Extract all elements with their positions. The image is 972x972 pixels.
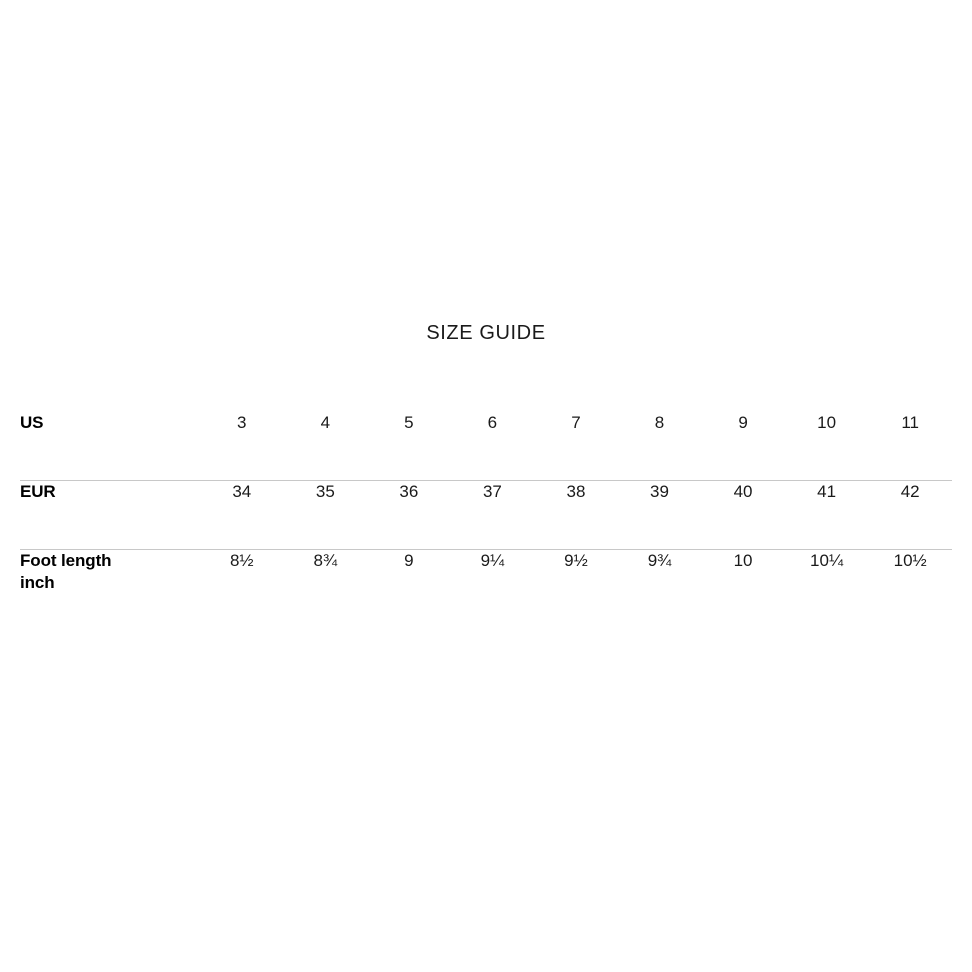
row-label-foot-length: Foot length inch bbox=[20, 550, 200, 602]
table-divider-row bbox=[20, 549, 952, 550]
cell-foot-length-7: 10¼ bbox=[810, 551, 844, 570]
cell-foot-length-2: 9 bbox=[404, 551, 414, 570]
cell-foot-length-4: 9½ bbox=[564, 551, 588, 570]
cell-us-1: 4 bbox=[320, 413, 331, 432]
cell-us-6: 9 bbox=[738, 413, 748, 432]
cell-eur-6: 40 bbox=[733, 482, 753, 501]
cell-foot-length-3: 9¼ bbox=[480, 551, 505, 570]
cell-us-2: 5 bbox=[404, 413, 414, 432]
size-guide-table: US 3 4 5 6 7 8 9 10 11 EUR bbox=[20, 412, 952, 602]
row-label-line: EUR bbox=[20, 482, 56, 501]
cell-us-0: 3 bbox=[237, 413, 247, 432]
cell-foot-length-6: 10 bbox=[733, 551, 753, 570]
row-label-us: US bbox=[20, 412, 200, 480]
row-label-eur: EUR bbox=[20, 481, 200, 549]
cell-eur-5: 39 bbox=[650, 482, 669, 501]
table-row-foot-length: Foot length inch 8½ 8¾ 9 9¼ 9½ 9¾ 10 10¼… bbox=[20, 550, 952, 602]
cell-eur-4: 38 bbox=[566, 482, 586, 501]
divider-line bbox=[20, 549, 952, 550]
row-label-line: Foot length bbox=[20, 551, 112, 570]
cell-eur-7: 41 bbox=[817, 482, 837, 501]
cell-us-8: 11 bbox=[901, 413, 920, 432]
cell-eur-1: 35 bbox=[315, 482, 335, 501]
cell-eur-0: 34 bbox=[232, 482, 252, 501]
row-label-line: US bbox=[20, 413, 44, 432]
divider-line bbox=[20, 480, 952, 481]
row-label-line: inch bbox=[20, 573, 55, 592]
cell-eur-8: 42 bbox=[900, 482, 920, 501]
cell-us-7: 10 bbox=[817, 413, 837, 432]
cell-foot-length-0: 8½ bbox=[229, 551, 254, 570]
table-row-us: US 3 4 5 6 7 8 9 10 11 bbox=[20, 412, 952, 480]
cell-foot-length-5: 9¾ bbox=[647, 551, 672, 570]
cell-eur-3: 37 bbox=[482, 482, 502, 501]
table-divider-row bbox=[20, 480, 952, 481]
table-row-eur: EUR 34 35 36 37 38 39 40 41 42 bbox=[20, 481, 952, 549]
cell-foot-length-8: 10½ bbox=[893, 551, 927, 570]
cell-foot-length-1: 8¾ bbox=[313, 551, 338, 570]
page-title: SIZE GUIDE bbox=[426, 322, 546, 344]
cell-eur-2: 36 bbox=[399, 482, 419, 501]
table-divider-cell bbox=[20, 549, 952, 550]
table-divider-cell bbox=[20, 480, 952, 481]
cell-us-3: 6 bbox=[487, 413, 498, 432]
cell-us-5: 8 bbox=[654, 413, 665, 432]
cell-us-4: 7 bbox=[571, 413, 581, 432]
